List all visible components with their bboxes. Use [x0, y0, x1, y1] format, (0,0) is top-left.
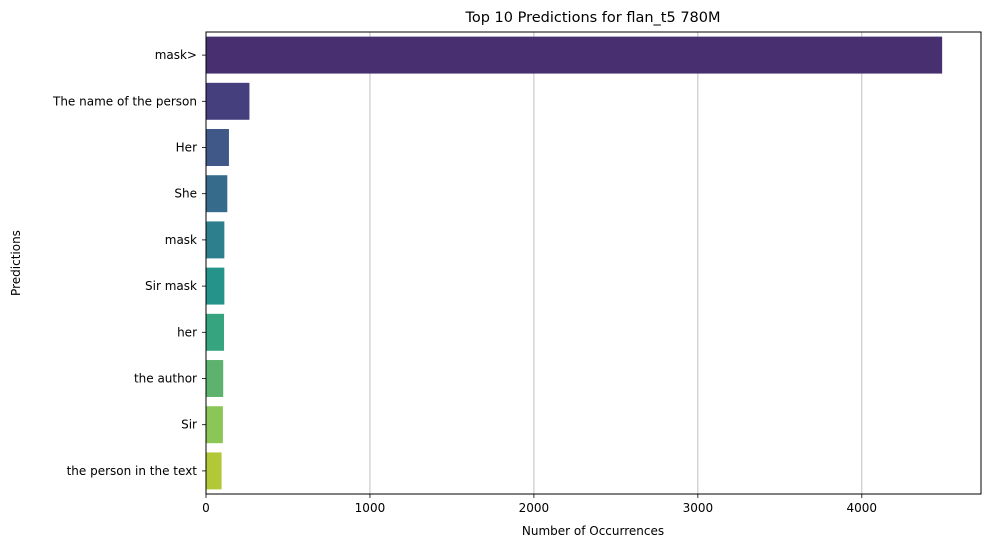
- x-tick-label: 3000: [683, 501, 714, 515]
- bar: [206, 175, 228, 213]
- y-tick-label: Her: [176, 141, 197, 155]
- bar: [206, 36, 943, 74]
- y-tick-label: the author: [134, 372, 197, 386]
- bar: [206, 406, 223, 444]
- x-tick-label: 4000: [847, 501, 878, 515]
- bar: [206, 313, 225, 351]
- bar: [206, 82, 250, 120]
- y-axis-label: Predictions: [9, 230, 23, 296]
- x-axis-label: Number of Occurrences: [522, 524, 664, 538]
- y-tick-label: the person in the text: [67, 464, 198, 478]
- bar: [206, 221, 225, 259]
- x-tick-label: 0: [202, 501, 210, 515]
- bar: [206, 452, 222, 490]
- y-tick-label: mask: [165, 233, 197, 247]
- x-tick-label: 2000: [519, 501, 550, 515]
- grid-lines: [205, 32, 863, 494]
- y-tick-label: her: [177, 325, 197, 339]
- x-tick-label: 1000: [355, 501, 386, 515]
- bars: [206, 36, 943, 490]
- chart-title: Top 10 Predictions for flan_t5 780M: [464, 10, 720, 26]
- plot-frame: [205, 31, 982, 495]
- x-axis-ticks: 0 1000 2000 3000 4000: [202, 494, 877, 515]
- y-tick-label: mask>: [155, 48, 197, 62]
- bar: [206, 267, 225, 305]
- bar: [206, 360, 224, 397]
- y-tick-label: Sir: [181, 418, 197, 432]
- y-tick-label: Sir mask: [145, 279, 197, 293]
- y-tick-label: She: [174, 187, 197, 201]
- y-axis-ticks: mask> The name of the person Her She mask Sir…: [52, 48, 206, 478]
- y-tick-label: The name of the person: [52, 94, 197, 108]
- bar: [206, 129, 229, 166]
